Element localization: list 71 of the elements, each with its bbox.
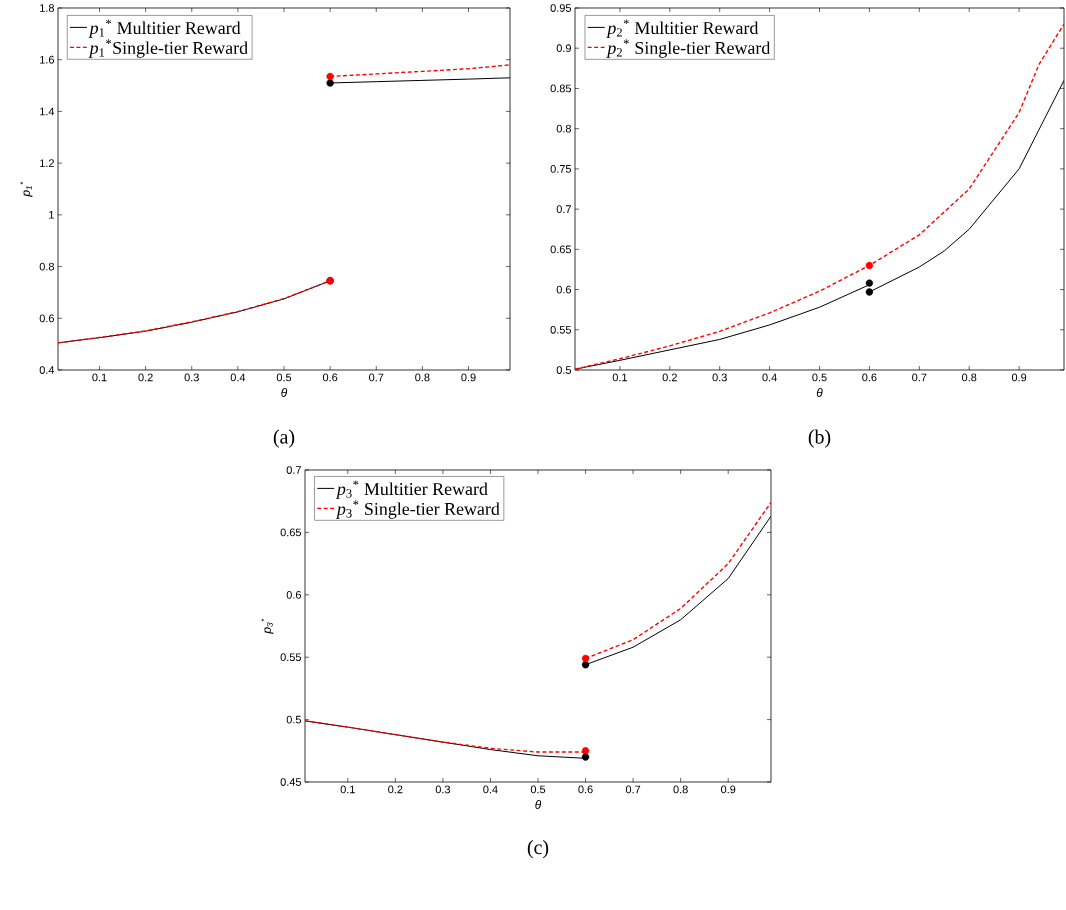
point [581,747,590,755]
x-tick-label: 0.1 [340,785,355,794]
legend-label: p$_{1}$$^{*}$Single-tier Reward [88,39,248,58]
x-tick-label: 0.4 [483,785,498,794]
x-tick-label: 0.3 [435,785,451,794]
y-tick-label: 1.8 [40,4,54,12]
text: (b) [808,429,831,448]
text: (a) [273,429,295,448]
legend-label: p$_{2}$$^{*}$ Single-tier Reward [606,39,771,58]
y-tick-label: 0.7 [556,205,571,213]
y-tick-label: 0.8 [556,124,571,133]
legend-label: p$_{3}$$^{*}$ Multitier Reward [335,480,488,499]
x-tick-label: 0.2 [662,373,677,382]
point [581,661,590,669]
y-tick-label: 0.9 [556,44,571,53]
text: (c) [527,840,549,859]
x-tick-label: 0.1 [92,373,107,382]
y-tick-label: 0.75 [550,165,572,173]
y-tick-label: 0.95 [550,4,572,12]
x-tick-label: 0.9 [721,785,736,794]
point [865,288,874,296]
y-tick-label: 1.6 [40,55,54,64]
x-axis-title: θ [281,388,288,397]
x-axis-title: θ [816,388,823,397]
x-tick-label: 0.9 [461,373,476,382]
x-tick-label: 0.5 [530,785,546,794]
x-tick-label: 0.7 [912,373,927,382]
x-tick-label: 0.1 [612,373,627,382]
x-tick-label: 0.4 [762,373,777,382]
y-tick-label: 0.45 [280,778,302,786]
y-tick-label: 1.2 [40,159,54,167]
y-tick-label: 0.6 [286,590,301,599]
y-tick-label: 0.65 [280,528,302,537]
x-tick-label: 0.2 [138,373,153,382]
point [581,654,590,663]
x-axis-title: θ [535,800,542,809]
x-tick-label: 0.9 [1011,373,1027,382]
x-tick-label: 0.7 [369,373,384,382]
x-tick-label: 0.3 [712,373,727,382]
x-tick-label: 0.6 [322,373,338,382]
legend-label: p$_{3}$$^{*}$ Single-tier Reward [335,500,500,519]
x-tick-label: 0.6 [862,373,877,382]
x-tick-label: 0.6 [578,785,593,794]
x-tick-label: 0.5 [812,373,827,382]
y-tick-label: 0.5 [286,715,302,724]
y-tick-label: 1 [49,211,54,219]
x-tick-label: 0.2 [388,785,403,794]
legend-label: p$_{1}$$^{*}$ Multitier Reward [88,19,241,38]
y-tick-label: 0.4 [39,366,55,374]
y-tick-label: 0.55 [550,325,572,334]
point [865,279,874,287]
y-tick-label: 0.6 [39,314,54,323]
point [326,72,334,81]
x-tick-label: 0.8 [962,373,977,382]
y-tick-label: 0.5 [556,366,572,374]
point [326,79,334,87]
y-tick-label: 0.8 [39,262,54,271]
y-tick-label: 0.6 [556,285,571,294]
y-tick-label: 0.65 [550,245,572,254]
x-tick-label: 0.3 [184,373,199,382]
x-tick-label: 0.7 [625,785,641,794]
point [865,261,874,270]
x-tick-label: 0.8 [673,785,688,794]
point [581,753,590,761]
x-tick-label: 0.4 [230,373,246,382]
y-tick-label: 0.85 [550,84,572,93]
y-tick-label: 0.55 [280,653,302,662]
legend-label: p$_{2}$$^{*}$ Multitier Reward [606,19,759,38]
y-tick-label: 0.7 [286,466,301,474]
y-tick-label: 1.4 [40,107,55,116]
x-tick-label: 0.8 [415,373,430,382]
